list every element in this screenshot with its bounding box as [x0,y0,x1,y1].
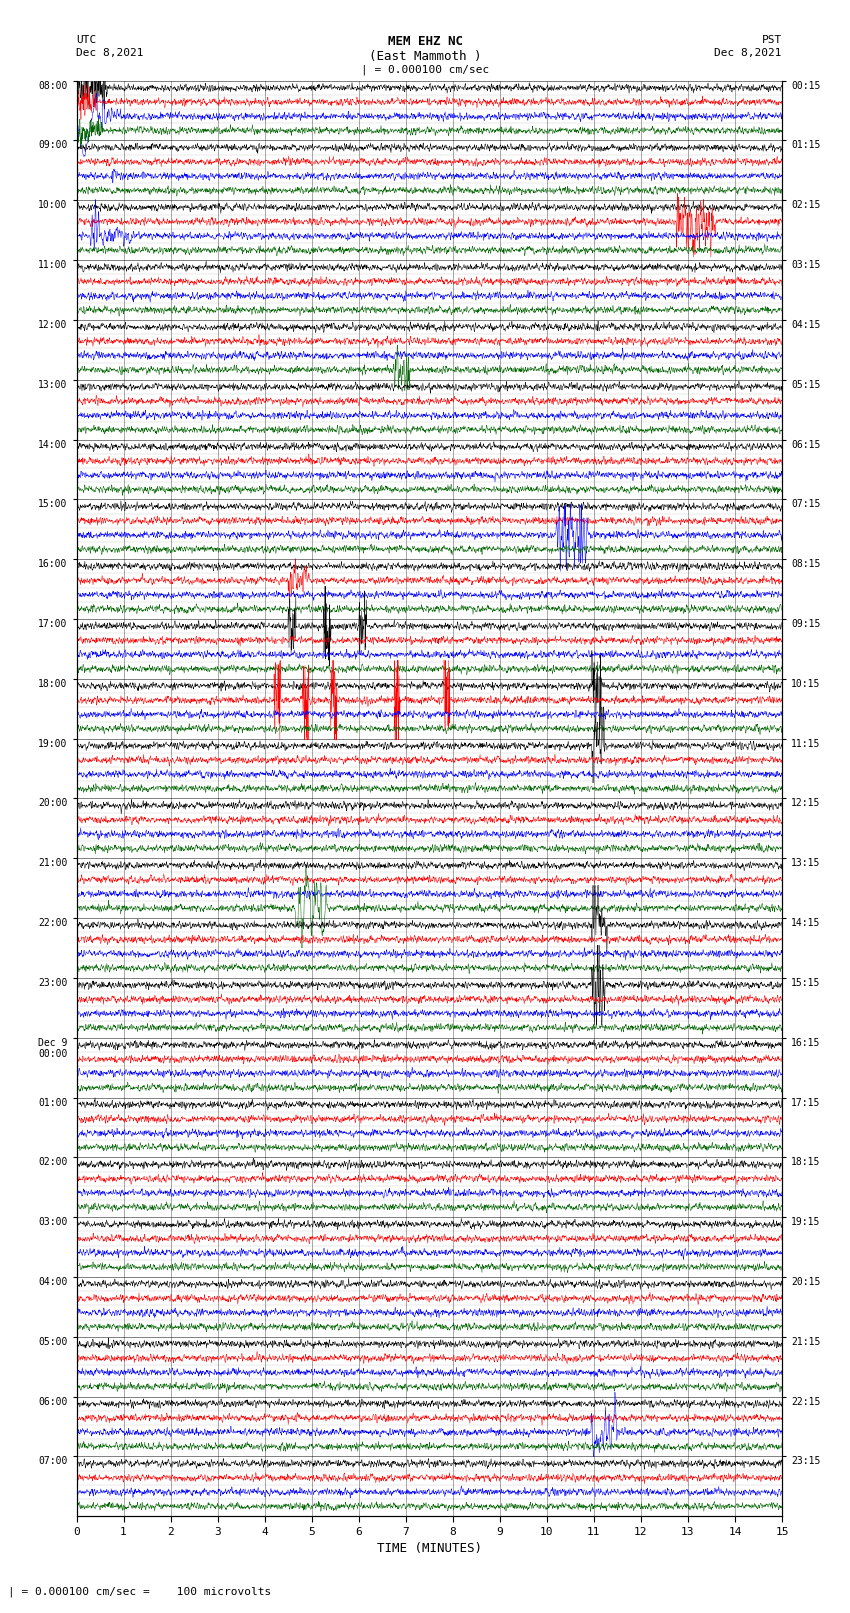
Text: Dec 8,2021: Dec 8,2021 [715,48,782,58]
Text: | = 0.000100 cm/sec =    100 microvolts: | = 0.000100 cm/sec = 100 microvolts [8,1586,272,1597]
Text: Dec 8,2021: Dec 8,2021 [76,48,144,58]
Text: MEM EHZ NC: MEM EHZ NC [388,35,462,48]
Text: (East Mammoth ): (East Mammoth ) [369,50,481,63]
Text: | = 0.000100 cm/sec: | = 0.000100 cm/sec [361,65,489,76]
Text: PST: PST [762,35,782,45]
Text: UTC: UTC [76,35,97,45]
X-axis label: TIME (MINUTES): TIME (MINUTES) [377,1542,482,1555]
